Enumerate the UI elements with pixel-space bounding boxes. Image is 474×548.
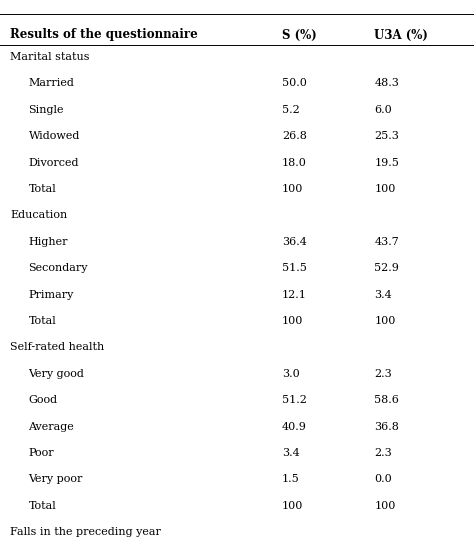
Text: 3.4: 3.4 <box>374 289 392 300</box>
Text: Total: Total <box>28 501 56 511</box>
Text: 36.4: 36.4 <box>282 237 307 247</box>
Text: Average: Average <box>28 421 74 431</box>
Text: Secondary: Secondary <box>28 263 88 273</box>
Text: 26.8: 26.8 <box>282 131 307 141</box>
Text: 3.4: 3.4 <box>282 448 300 458</box>
Text: 40.9: 40.9 <box>282 421 307 431</box>
Text: 52.9: 52.9 <box>374 263 399 273</box>
Text: 100: 100 <box>374 184 396 194</box>
Text: S (%): S (%) <box>282 28 317 42</box>
Text: Self-rated health: Self-rated health <box>10 342 105 352</box>
Text: 19.5: 19.5 <box>374 158 399 168</box>
Text: 48.3: 48.3 <box>374 78 399 88</box>
Text: Higher: Higher <box>28 237 68 247</box>
Text: 1.5: 1.5 <box>282 474 300 484</box>
Text: 6.0: 6.0 <box>374 105 392 115</box>
Text: U3A (%): U3A (%) <box>374 28 428 42</box>
Text: Marital status: Marital status <box>10 52 90 62</box>
Text: 18.0: 18.0 <box>282 158 307 168</box>
Text: 0.0: 0.0 <box>374 474 392 484</box>
Text: Divorced: Divorced <box>28 158 79 168</box>
Text: Primary: Primary <box>28 289 74 300</box>
Text: 43.7: 43.7 <box>374 237 399 247</box>
Text: Very good: Very good <box>28 369 84 379</box>
Text: Married: Married <box>28 78 74 88</box>
Text: 100: 100 <box>282 184 303 194</box>
Text: 12.1: 12.1 <box>282 289 307 300</box>
Text: 3.0: 3.0 <box>282 369 300 379</box>
Text: 2.3: 2.3 <box>374 369 392 379</box>
Text: Good: Good <box>28 395 57 405</box>
Text: 100: 100 <box>282 316 303 326</box>
Text: Very poor: Very poor <box>28 474 83 484</box>
Text: 51.5: 51.5 <box>282 263 307 273</box>
Text: 36.8: 36.8 <box>374 421 399 431</box>
Text: Single: Single <box>28 105 64 115</box>
Text: 51.2: 51.2 <box>282 395 307 405</box>
Text: 100: 100 <box>374 501 396 511</box>
Text: Widowed: Widowed <box>28 131 80 141</box>
Text: Total: Total <box>28 316 56 326</box>
Text: 2.3: 2.3 <box>374 448 392 458</box>
Text: 100: 100 <box>282 501 303 511</box>
Text: 5.2: 5.2 <box>282 105 300 115</box>
Text: Education: Education <box>10 210 68 220</box>
Text: Poor: Poor <box>28 448 54 458</box>
Text: 100: 100 <box>374 316 396 326</box>
Text: 58.6: 58.6 <box>374 395 399 405</box>
Text: Total: Total <box>28 184 56 194</box>
Text: Results of the questionnaire: Results of the questionnaire <box>10 28 198 42</box>
Text: 50.0: 50.0 <box>282 78 307 88</box>
Text: Falls in the preceding year: Falls in the preceding year <box>10 527 161 537</box>
Text: 25.3: 25.3 <box>374 131 399 141</box>
